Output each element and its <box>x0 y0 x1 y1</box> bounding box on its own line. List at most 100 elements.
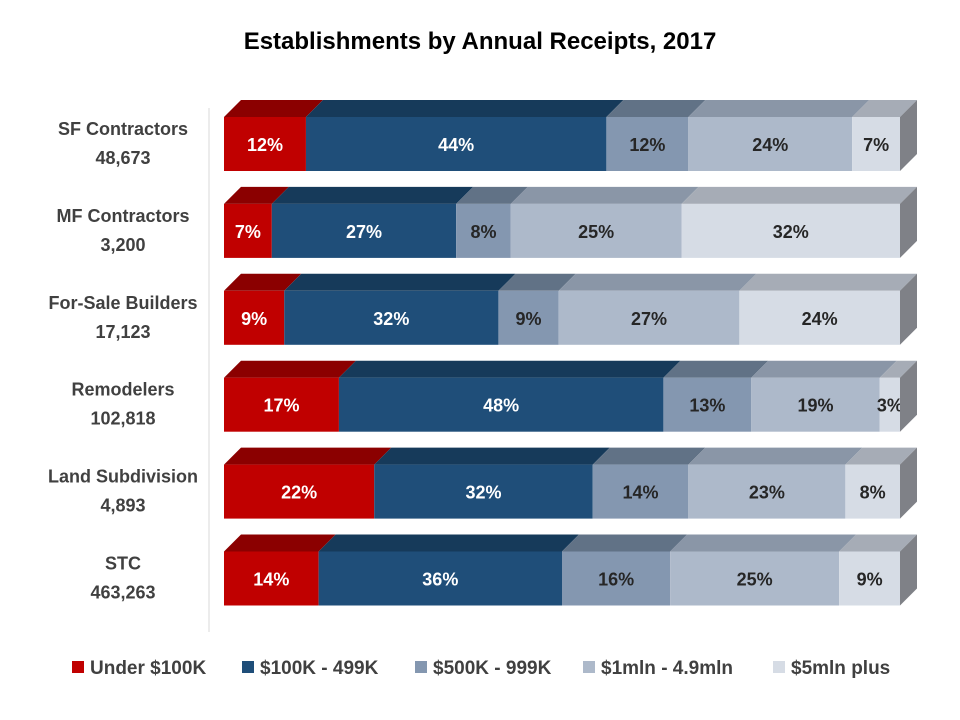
bar-segment-top <box>456 186 528 204</box>
category-label: SF Contractors <box>58 119 188 139</box>
bar-segment-top <box>284 273 516 291</box>
bar-segment <box>663 377 752 432</box>
bar-segment-top <box>670 534 857 552</box>
data-label: 48% <box>483 396 519 416</box>
bar-segment-top <box>562 534 688 552</box>
bar-side-face <box>900 100 917 171</box>
bar-segment <box>224 203 272 258</box>
bar-segment-top <box>224 360 356 378</box>
bar-side-face <box>900 186 917 258</box>
legend-swatch <box>242 661 254 673</box>
bar-segment <box>271 203 457 258</box>
bar-row: 7% 27% 8% 25% 32% <box>224 186 917 258</box>
legend-swatch <box>72 661 84 673</box>
bar-segment <box>670 551 840 606</box>
data-label: 24% <box>752 135 788 155</box>
bar-row: 22% 32% 14% 23% 8% <box>224 447 917 519</box>
data-label: 44% <box>438 135 474 155</box>
data-label: 22% <box>281 483 317 503</box>
bar-segment-top <box>224 534 336 552</box>
bar-segment-top <box>839 534 917 552</box>
legend-label: $500K - 999K <box>433 658 552 679</box>
legend-item: $500K - 999K <box>415 658 552 679</box>
legend-swatch <box>415 661 427 673</box>
data-label: 9% <box>516 309 542 329</box>
legend-swatch <box>773 661 785 673</box>
bar-segment <box>318 551 562 606</box>
bar-segment-top <box>224 100 323 117</box>
bar-segment-top <box>739 273 917 291</box>
bar-segment <box>305 117 607 171</box>
chart-title: Establishments by Annual Receipts, 2017 <box>243 28 717 55</box>
bar-segment-top <box>688 100 870 117</box>
bar-segment <box>456 203 511 258</box>
data-label: 24% <box>802 309 838 329</box>
data-label: 36% <box>422 570 458 590</box>
bars-layer: 12% 44% 12% 24% 7% 7% 27% 8% 25% 32% 9% 32% 9% 27% 24%… <box>224 100 917 606</box>
data-label: 25% <box>578 222 614 242</box>
bar-segment <box>839 551 900 606</box>
bar-segment <box>681 203 900 258</box>
data-label: 8% <box>470 222 496 242</box>
bar-row: 17% 48% 13% 19% 3% <box>224 360 917 432</box>
bar-row: 14% 36% 16% 25% 9% <box>224 534 917 606</box>
bar-row: 12% 44% 12% 24% 7% <box>224 100 917 171</box>
legend-label: $5mln plus <box>791 658 890 679</box>
bar-segment-top <box>688 447 863 465</box>
data-label: 13% <box>689 396 725 416</box>
bar-row: 9% 32% 9% 27% 24% <box>224 273 917 345</box>
bar-segment-top <box>606 100 706 117</box>
category-label: MF Contractors <box>56 206 189 226</box>
bar-segment <box>688 464 846 519</box>
category-count: 17,123 <box>95 322 150 342</box>
bar-segment-top <box>558 273 757 291</box>
data-label: 25% <box>737 570 773 590</box>
bar-segment <box>845 464 900 519</box>
bar-segment-top <box>271 186 474 204</box>
bar-segment <box>562 551 671 606</box>
category-label: Land Subdivision <box>48 467 198 487</box>
data-label: 3% <box>877 396 903 416</box>
bar-segment <box>498 290 559 345</box>
bar-segment <box>852 117 900 171</box>
bar-segment-top <box>510 186 699 204</box>
bar-segment-top <box>498 273 576 291</box>
bar-segment <box>224 551 319 606</box>
legend-item: Under $100K <box>72 658 206 679</box>
bar-segment-top <box>224 273 302 291</box>
category-count: 48,673 <box>95 148 150 168</box>
data-label: 23% <box>749 483 785 503</box>
bar-segment-top <box>224 447 392 465</box>
bar-segment-top <box>663 360 769 378</box>
legend-item: $100K - 499K <box>242 658 379 679</box>
bar-segment-top <box>879 360 917 378</box>
bar-segment <box>224 377 339 432</box>
legend-label: Under $100K <box>90 658 206 679</box>
data-label: 14% <box>253 570 289 590</box>
bar-segment <box>224 117 306 171</box>
bar-segment <box>338 377 664 432</box>
bar-segment-top <box>224 186 289 204</box>
bar-segment-top <box>681 186 917 204</box>
bar-segment-top <box>751 360 897 378</box>
bar-side-face <box>900 273 917 345</box>
data-label: 17% <box>263 396 299 416</box>
bar-segment <box>879 377 900 432</box>
legend: Under $100K $100K - 499K $500K - 999K $1mln… <box>72 658 890 679</box>
data-label: 8% <box>860 483 886 503</box>
bar-segment <box>688 117 853 171</box>
data-label: 32% <box>465 483 501 503</box>
data-label: 27% <box>631 309 667 329</box>
data-label: 14% <box>623 483 659 503</box>
legend-label: $100K - 499K <box>260 658 379 679</box>
bar-segment <box>751 377 880 432</box>
legend-item: $1mln - 4.9mln <box>583 658 733 679</box>
data-label: 27% <box>346 222 382 242</box>
category-count: 102,818 <box>90 409 155 429</box>
data-label: 9% <box>241 309 267 329</box>
data-label: 12% <box>629 135 665 155</box>
data-label: 19% <box>797 396 833 416</box>
category-label: For-Sale Builders <box>48 293 197 313</box>
bar-segment-top <box>338 360 681 378</box>
